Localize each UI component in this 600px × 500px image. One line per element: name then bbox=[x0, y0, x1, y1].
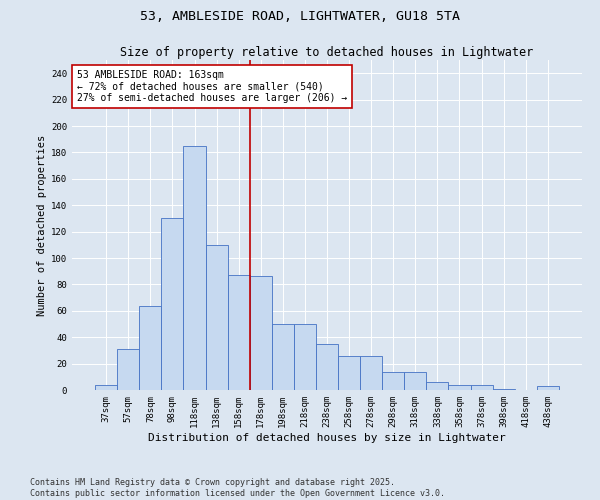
Bar bbox=[117, 349, 139, 390]
Bar bbox=[470, 384, 493, 390]
Bar bbox=[95, 384, 117, 390]
Bar bbox=[338, 356, 360, 390]
Text: 53, AMBLESIDE ROAD, LIGHTWATER, GU18 5TA: 53, AMBLESIDE ROAD, LIGHTWATER, GU18 5TA bbox=[140, 10, 460, 23]
X-axis label: Distribution of detached houses by size in Lightwater: Distribution of detached houses by size … bbox=[148, 432, 506, 442]
Bar bbox=[184, 146, 206, 390]
Title: Size of property relative to detached houses in Lightwater: Size of property relative to detached ho… bbox=[121, 46, 533, 59]
Bar bbox=[427, 382, 448, 390]
Bar bbox=[272, 324, 294, 390]
Text: Contains HM Land Registry data © Crown copyright and database right 2025.
Contai: Contains HM Land Registry data © Crown c… bbox=[30, 478, 445, 498]
Bar bbox=[316, 344, 338, 390]
Bar bbox=[250, 276, 272, 390]
Bar bbox=[360, 356, 382, 390]
Bar bbox=[537, 386, 559, 390]
Bar bbox=[294, 324, 316, 390]
Bar bbox=[404, 372, 427, 390]
Bar bbox=[227, 275, 250, 390]
Y-axis label: Number of detached properties: Number of detached properties bbox=[37, 134, 47, 316]
Bar bbox=[206, 245, 227, 390]
Text: 53 AMBLESIDE ROAD: 163sqm
← 72% of detached houses are smaller (540)
27% of semi: 53 AMBLESIDE ROAD: 163sqm ← 72% of detac… bbox=[77, 70, 347, 103]
Bar bbox=[161, 218, 184, 390]
Bar bbox=[448, 384, 470, 390]
Bar bbox=[382, 372, 404, 390]
Bar bbox=[139, 306, 161, 390]
Bar bbox=[493, 388, 515, 390]
